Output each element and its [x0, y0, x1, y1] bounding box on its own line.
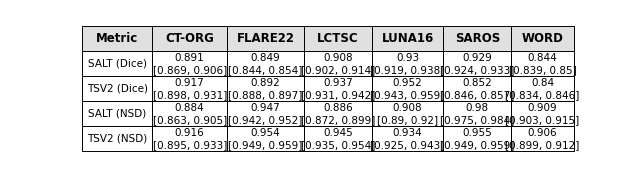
Text: 0.844
[0.839, 0.85]: 0.844 [0.839, 0.85] — [509, 53, 577, 75]
Bar — [152, 126, 227, 151]
Text: WORD: WORD — [522, 32, 563, 45]
Bar — [511, 51, 573, 76]
Bar — [444, 26, 511, 51]
Text: 0.906
[0.899, 0.912]: 0.906 [0.899, 0.912] — [506, 128, 580, 150]
Text: FLARE22: FLARE22 — [236, 32, 294, 45]
Text: 0.929
[0.924, 0.933]: 0.929 [0.924, 0.933] — [440, 53, 515, 75]
Bar — [227, 76, 304, 101]
Bar — [227, 51, 304, 76]
Text: 0.84
[0.834, 0.846]: 0.84 [0.834, 0.846] — [506, 78, 580, 100]
Text: TSV2 (NSD): TSV2 (NSD) — [87, 134, 147, 144]
Text: 0.852
[0.846, 0.857]: 0.852 [0.846, 0.857] — [440, 78, 515, 100]
Text: 0.937
[0.931, 0.942]: 0.937 [0.931, 0.942] — [301, 78, 375, 100]
Bar — [304, 51, 372, 76]
Bar — [304, 101, 372, 126]
Text: 0.886
[0.872, 0.899]: 0.886 [0.872, 0.899] — [301, 103, 375, 125]
Bar — [444, 76, 511, 101]
Bar — [372, 126, 444, 151]
Bar — [304, 126, 372, 151]
Text: 0.908
[0.902, 0.914]: 0.908 [0.902, 0.914] — [301, 53, 375, 75]
Text: 0.916
[0.895, 0.933]: 0.916 [0.895, 0.933] — [152, 128, 227, 150]
Bar — [227, 26, 304, 51]
Bar — [511, 26, 573, 51]
Text: LUNA16: LUNA16 — [381, 32, 434, 45]
Text: 0.947
[0.942, 0.952]: 0.947 [0.942, 0.952] — [228, 103, 303, 125]
Bar — [152, 51, 227, 76]
Text: 0.93
[0.919, 0.938]: 0.93 [0.919, 0.938] — [371, 53, 445, 75]
Text: 0.917
[0.898, 0.931]: 0.917 [0.898, 0.931] — [152, 78, 227, 100]
Text: 0.908
[0.89, 0.92]: 0.908 [0.89, 0.92] — [377, 103, 438, 125]
Bar — [511, 101, 573, 126]
Bar — [83, 51, 152, 76]
Text: LCTSC: LCTSC — [317, 32, 358, 45]
Text: Metric: Metric — [96, 32, 138, 45]
Text: 0.909
[0.903, 0.915]: 0.909 [0.903, 0.915] — [506, 103, 580, 125]
Bar — [444, 51, 511, 76]
Bar — [227, 126, 304, 151]
Bar — [511, 76, 573, 101]
Text: 0.954
[0.949, 0.959]: 0.954 [0.949, 0.959] — [228, 128, 303, 150]
Bar — [444, 126, 511, 151]
Bar — [152, 76, 227, 101]
Text: 0.98
[0.975, 0.984]: 0.98 [0.975, 0.984] — [440, 103, 515, 125]
Bar — [372, 101, 444, 126]
Bar — [372, 26, 444, 51]
Bar — [372, 51, 444, 76]
Bar — [227, 101, 304, 126]
Text: 0.849
[0.844, 0.854]: 0.849 [0.844, 0.854] — [228, 53, 303, 75]
Bar — [511, 126, 573, 151]
Bar — [152, 26, 227, 51]
Text: 0.955
[0.949, 0.959]: 0.955 [0.949, 0.959] — [440, 128, 515, 150]
Bar — [304, 26, 372, 51]
Text: SAROS: SAROS — [455, 32, 500, 45]
Text: SALT (NSD): SALT (NSD) — [88, 109, 147, 119]
Text: 0.934
[0.925, 0.943]: 0.934 [0.925, 0.943] — [371, 128, 445, 150]
Text: 0.892
[0.888, 0.897]: 0.892 [0.888, 0.897] — [228, 78, 303, 100]
Text: CT-ORG: CT-ORG — [165, 32, 214, 45]
Bar — [304, 76, 372, 101]
Bar — [152, 101, 227, 126]
Bar — [83, 76, 152, 101]
Bar — [83, 26, 152, 51]
Text: SALT (Dice): SALT (Dice) — [88, 59, 147, 69]
Text: 0.945
[0.935, 0.954]: 0.945 [0.935, 0.954] — [301, 128, 375, 150]
Bar — [372, 76, 444, 101]
Bar — [83, 101, 152, 126]
Text: 0.891
[0.869, 0.906]: 0.891 [0.869, 0.906] — [152, 53, 227, 75]
Text: 0.884
[0.863, 0.905]: 0.884 [0.863, 0.905] — [152, 103, 227, 125]
Bar — [444, 101, 511, 126]
Bar — [83, 126, 152, 151]
Text: TSV2 (Dice): TSV2 (Dice) — [87, 84, 148, 94]
Text: 0.952
[0.943, 0.959]: 0.952 [0.943, 0.959] — [371, 78, 445, 100]
